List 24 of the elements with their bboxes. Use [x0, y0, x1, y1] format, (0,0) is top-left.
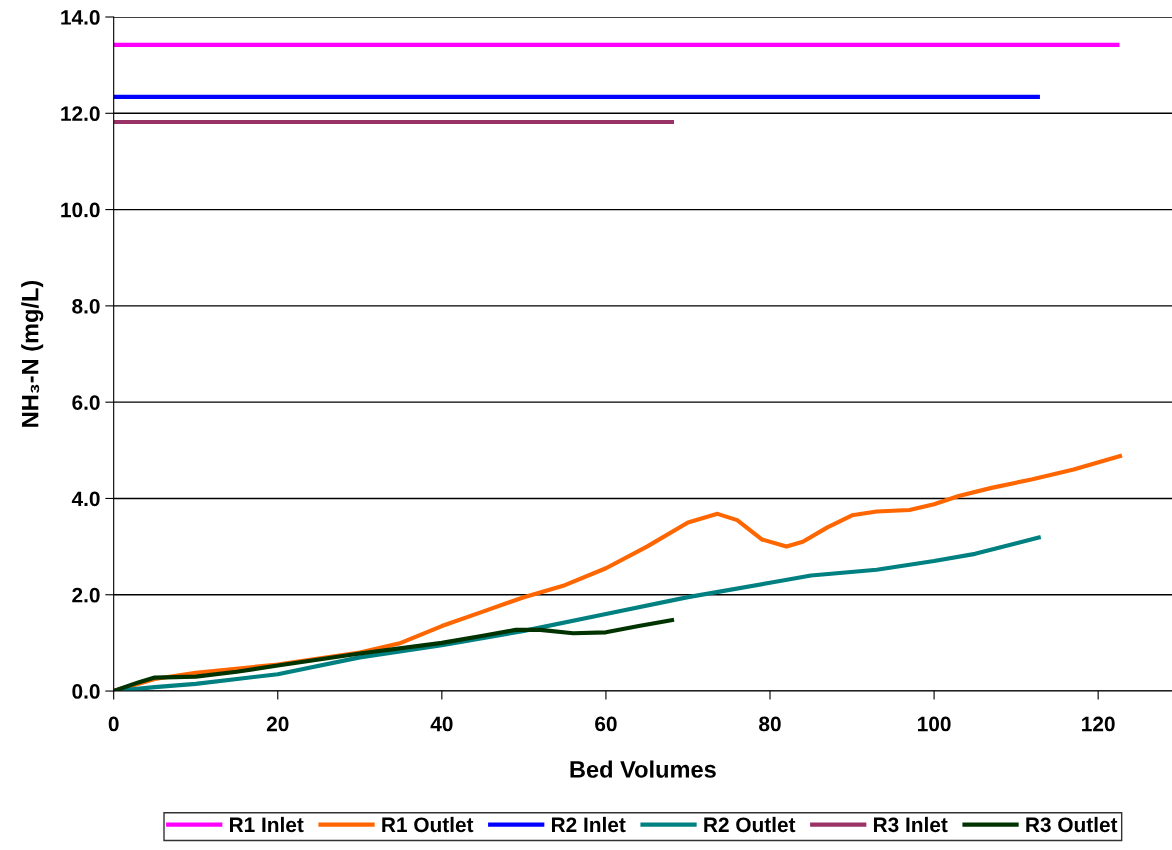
- y-tick-label: 0.0: [72, 684, 100, 699]
- line-series: [113, 617, 677, 692]
- y-axis-title: NH₃-N (mg/L): [21, 280, 44, 427]
- legend-label: R1 Inlet: [229, 816, 304, 833]
- x-tick-label: 20: [266, 716, 289, 732]
- x-tick-label: 120: [1082, 716, 1115, 732]
- y-tick-label: 2.0: [72, 587, 100, 603]
- x-axis-title: Bed Volumes: [570, 760, 716, 778]
- x-tick-label: 40: [430, 716, 453, 732]
- legend-label: R3 Inlet: [873, 816, 948, 833]
- y-tick-label: 8.0: [72, 298, 100, 314]
- x-tick-label: 0: [108, 716, 119, 732]
- y-tick-label: 4.0: [71, 491, 100, 507]
- legend-label: R3 Outlet: [1026, 816, 1118, 833]
- x-tick-label: 80: [759, 716, 781, 732]
- y-tick-label: 14.0: [61, 10, 100, 25]
- y-tick-label: 6.0: [72, 395, 100, 410]
- x-tick-label: 60: [595, 716, 617, 732]
- legend-label: R2 Outlet: [704, 816, 796, 833]
- y-tick-label: 10.0: [61, 202, 100, 218]
- legend-label: R1 Outlet: [382, 816, 474, 833]
- y-tick-label: 12.0: [61, 106, 100, 122]
- x-tick-label: 100: [918, 716, 951, 732]
- legend-label: R2 Inlet: [551, 816, 626, 833]
